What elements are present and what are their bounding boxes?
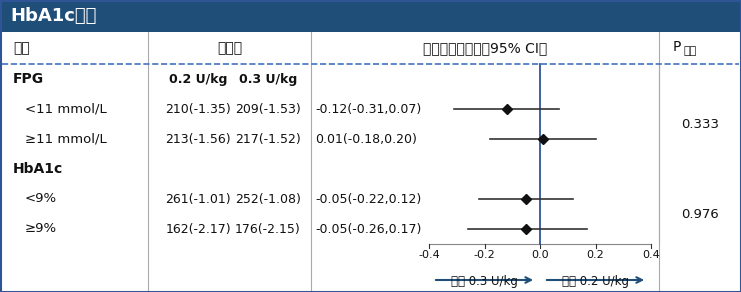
Text: 0.0: 0.0 [531,250,549,260]
Text: ≥11 mmol/L: ≥11 mmol/L [25,133,107,145]
Text: 0.333: 0.333 [681,117,719,131]
Text: 0.2: 0.2 [587,250,605,260]
Text: HbA1c: HbA1c [13,162,63,176]
Text: 0.3 U/kg: 0.3 U/kg [239,72,297,86]
Bar [0,0,741,32]
Text: 176(-2.15): 176(-2.15) [235,223,301,236]
Text: 偏向 0.3 U/kg: 偏向 0.3 U/kg [451,275,518,288]
Text: 0.01(-0.18,0.20): 0.01(-0.18,0.20) [315,133,417,145]
Text: 261(-1.01): 261(-1.01) [165,192,230,206]
Text: 估算的治疗差异（95% CI）: 估算的治疗差异（95% CI） [423,41,547,55]
Text: <11 mmol/L: <11 mmol/L [25,102,107,116]
Text: 0.4: 0.4 [642,250,660,260]
Text: 162(-2.17): 162(-2.17) [165,223,230,236]
Text: 偏向 0.2 U/kg: 偏向 0.2 U/kg [562,275,629,288]
Text: P: P [673,40,682,54]
Text: 213(-1.56): 213(-1.56) [165,133,230,145]
Text: 亚组: 亚组 [13,41,30,55]
Text: FPG: FPG [13,72,44,86]
Text: ≥9%: ≥9% [25,223,57,236]
Text: 0.2 U/kg: 0.2 U/kg [169,72,227,86]
Text: HbA1c变化: HbA1c变化 [10,7,96,25]
Text: 217(-1.52): 217(-1.52) [235,133,301,145]
Text: 209(-1.53): 209(-1.53) [235,102,301,116]
Text: 210(-1.35): 210(-1.35) [165,102,231,116]
Text: -0.12(-0.31,0.07): -0.12(-0.31,0.07) [315,102,421,116]
Text: -0.05(-0.22,0.12): -0.05(-0.22,0.12) [315,192,421,206]
Text: 252(-1.08): 252(-1.08) [235,192,301,206]
Text: 治疗组: 治疗组 [217,41,242,55]
Text: <9%: <9% [25,192,57,206]
Text: -0.2: -0.2 [473,250,496,260]
Text: 0.976: 0.976 [681,208,719,220]
Text: -0.4: -0.4 [418,250,440,260]
Text: -0.05(-0.26,0.17): -0.05(-0.26,0.17) [315,223,422,236]
Text: 交互: 交互 [683,46,697,56]
